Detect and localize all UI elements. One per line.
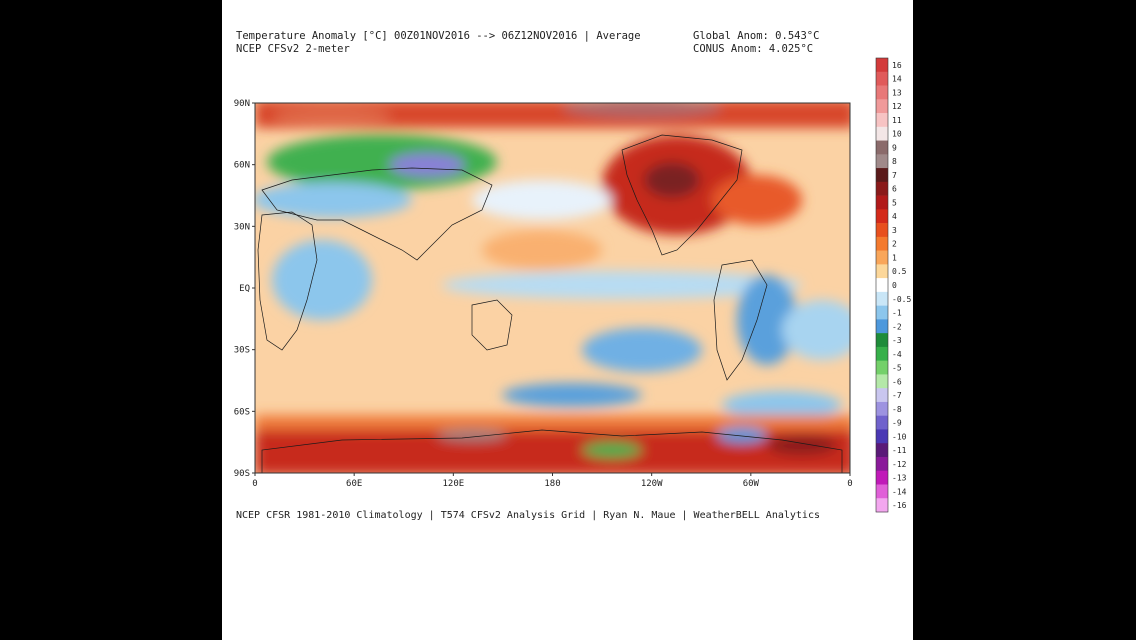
- lat-label: 90S: [234, 469, 250, 479]
- map-title: Temperature Anomaly [°C] 00Z01NOV2016 --…: [236, 30, 641, 42]
- colorbar-label: 13: [892, 88, 902, 97]
- map-footer: NCEP CFSR 1981-2010 Climatology | T574 C…: [236, 510, 820, 521]
- colorbar-swatch: [876, 498, 888, 513]
- map-subtitle: NCEP CFSv2 2-meter: [236, 43, 350, 55]
- latitude-axis: 90N 60N 30N EQ 30S 60S 90S: [234, 99, 255, 479]
- colorbar: 16 14 13 12 11 10 9 8 7 6 5 4 3 2 1 0.5 0 -0.5 -1 -2 -3 -4 -5 -…: [875, 57, 911, 513]
- colorbar-label: 12: [892, 102, 902, 111]
- colorbar-label: -5: [892, 364, 902, 373]
- colorbar-swatch: [876, 71, 888, 86]
- colorbar-swatch: [876, 346, 888, 361]
- colorbar-swatch: [876, 319, 888, 334]
- colorbar-label: -10: [892, 432, 907, 441]
- colorbar-swatch: [876, 484, 888, 499]
- colorbar-label: 10: [892, 130, 902, 139]
- colorbar-label: 9: [892, 143, 897, 152]
- lon-label: 0: [252, 479, 257, 489]
- colorbar-swatch: [876, 291, 888, 306]
- colorbar-swatch: [876, 250, 888, 265]
- coastlines: [257, 134, 843, 473]
- lat-label: EQ: [239, 284, 250, 294]
- colorbar-swatch: [876, 209, 888, 224]
- colorbar-label: -8: [892, 405, 902, 414]
- colorbar-label: 0.5: [892, 267, 907, 276]
- global-anomaly: Global Anom: 0.543°C: [693, 30, 820, 42]
- colorbar-label: -1: [892, 309, 902, 318]
- lat-label: 30N: [234, 222, 250, 232]
- colorbar-label: -3: [892, 336, 902, 345]
- colorbar-swatch: [876, 181, 888, 196]
- colorbar-label: 11: [892, 116, 902, 125]
- colorbar-swatch: [876, 168, 888, 183]
- colorbar-label: -11: [892, 446, 907, 455]
- colorbar-swatch: [876, 388, 888, 403]
- conus-anomaly: CONUS Anom: 4.025°C: [693, 43, 814, 55]
- colorbar-label: 8: [892, 157, 897, 166]
- lat-label: 60S: [234, 407, 250, 417]
- colorbar-swatch: [876, 113, 888, 128]
- colorbar-swatch: [876, 140, 888, 155]
- lon-label: 60W: [743, 479, 760, 489]
- colorbar-swatch: [876, 85, 888, 100]
- colorbar-label: -14: [892, 487, 907, 496]
- colorbar-swatch: [876, 305, 888, 320]
- colorbar-swatch: [876, 360, 888, 375]
- colorbar-swatch: [876, 99, 888, 114]
- lat-label: 30S: [234, 346, 250, 356]
- colorbar-swatch: [876, 456, 888, 472]
- colorbar-label: -7: [892, 391, 902, 400]
- lon-label: 180: [544, 479, 560, 489]
- colorbar-label: 7: [892, 171, 897, 180]
- colorbar-swatch: [876, 236, 888, 251]
- colorbar-swatch: [876, 154, 888, 169]
- colorbar-swatch: [876, 333, 888, 348]
- colorbar-swatch: [876, 278, 888, 293]
- colorbar-label: 1: [892, 253, 897, 262]
- colorbar-label: -12: [892, 460, 907, 469]
- colorbar-label: -0.5: [892, 295, 911, 304]
- colorbar-swatch: [876, 374, 888, 389]
- colorbar-label: 14: [892, 75, 902, 84]
- colorbar-swatch: [876, 264, 888, 279]
- lat-label: 90N: [234, 99, 250, 109]
- figure-panel: Temperature Anomaly [°C] 00Z01NOV2016 --…: [222, 0, 913, 640]
- colorbar-swatch: [876, 401, 888, 416]
- colorbar-label: 3: [892, 226, 897, 235]
- lat-label: 60N: [234, 161, 250, 171]
- colorbar-label: -4: [892, 350, 902, 359]
- anomaly-field: [255, 103, 850, 473]
- colorbar-label: 5: [892, 198, 897, 207]
- lon-label: 120W: [641, 479, 663, 489]
- colorbar-label: -16: [892, 501, 907, 510]
- colorbar-swatch: [876, 195, 888, 210]
- colorbar-label: -9: [892, 419, 902, 428]
- colorbar-swatch: [876, 223, 888, 238]
- colorbar-label: 16: [892, 61, 902, 70]
- lon-label: 120E: [442, 479, 464, 489]
- colorbar-label: 6: [892, 185, 897, 194]
- colorbar-label: -2: [892, 322, 902, 331]
- colorbar-swatch: [876, 126, 888, 141]
- lon-label: 60E: [346, 479, 362, 489]
- colorbar-swatch: [876, 429, 888, 444]
- colorbar-label: 4: [892, 212, 897, 221]
- colorbar-swatch: [876, 470, 888, 485]
- colorbar-swatch: [876, 58, 888, 73]
- longitude-axis: 0 60E 120E 180 120W 60W 0: [252, 473, 853, 489]
- colorbar-label: 2: [892, 240, 897, 249]
- colorbar-swatch: [876, 443, 888, 458]
- colorbar-label: -6: [892, 377, 902, 386]
- colorbar-label: 0: [892, 281, 897, 290]
- colorbar-swatch: [876, 415, 888, 430]
- lon-label: 0: [847, 479, 852, 489]
- colorbar-label: -13: [892, 474, 907, 483]
